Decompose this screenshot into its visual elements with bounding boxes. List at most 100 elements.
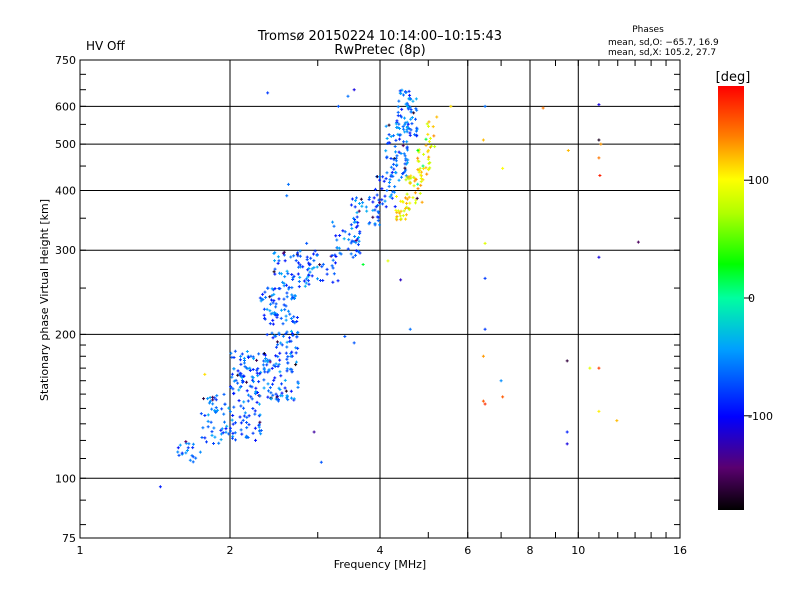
data-point	[233, 431, 237, 435]
data-point	[230, 375, 234, 379]
data-point	[393, 170, 397, 174]
data-point	[296, 385, 300, 389]
data-point	[276, 343, 280, 347]
data-point	[392, 167, 396, 171]
data-point	[271, 336, 275, 340]
data-point	[358, 231, 362, 235]
data-point	[210, 407, 214, 411]
data-point	[419, 180, 423, 184]
data-point	[384, 177, 388, 181]
data-point	[350, 197, 354, 201]
data-point	[381, 202, 385, 206]
data-point	[307, 282, 311, 286]
data-point	[353, 234, 357, 238]
data-point	[291, 333, 295, 337]
data-point	[385, 188, 389, 192]
data-point	[292, 315, 296, 319]
data-point	[177, 453, 181, 457]
data-point	[277, 362, 281, 366]
data-point	[392, 162, 396, 166]
data-point	[403, 154, 407, 158]
data-point	[597, 156, 601, 160]
data-point	[385, 156, 389, 160]
data-point	[419, 183, 423, 187]
data-point	[240, 432, 244, 436]
data-point	[233, 349, 237, 353]
x-tick-label: 2	[227, 544, 234, 557]
data-point	[257, 352, 261, 356]
data-point	[272, 292, 276, 296]
data-point	[360, 204, 364, 208]
data-point	[276, 255, 280, 259]
data-point	[289, 329, 293, 333]
data-point	[396, 110, 400, 114]
data-point	[390, 170, 394, 174]
data-point	[406, 122, 410, 126]
data-point	[290, 272, 294, 276]
data-point	[410, 122, 414, 126]
data-point	[414, 198, 418, 202]
data-point	[203, 372, 207, 376]
phases-x-stats: mean, sd,X: 105.2, 27.7	[608, 48, 716, 58]
data-point	[303, 284, 307, 288]
data-point	[396, 114, 400, 118]
data-point	[185, 449, 189, 453]
data-point	[258, 413, 262, 417]
data-point	[207, 401, 211, 405]
data-point	[302, 279, 306, 283]
data-point	[295, 316, 299, 320]
data-point	[411, 196, 415, 200]
data-point	[200, 435, 204, 439]
data-point	[219, 438, 223, 442]
data-point	[269, 391, 273, 395]
data-point	[270, 287, 274, 291]
data-point	[274, 345, 278, 349]
data-point	[387, 123, 391, 127]
data-point	[272, 299, 276, 303]
data-point	[206, 419, 210, 423]
data-point	[257, 402, 261, 406]
data-point	[413, 191, 417, 195]
data-point	[307, 263, 311, 267]
data-point	[267, 369, 271, 373]
data-point	[361, 263, 365, 267]
data-point	[394, 138, 398, 142]
data-point	[211, 402, 215, 406]
data-point	[501, 395, 505, 399]
data-point	[378, 178, 382, 182]
data-point	[365, 209, 369, 213]
data-point	[371, 208, 375, 212]
data-point	[239, 354, 243, 358]
data-point	[397, 150, 401, 154]
data-point	[315, 254, 319, 258]
grid-lines	[80, 60, 680, 538]
data-point	[240, 352, 244, 356]
data-point	[393, 185, 397, 189]
data-point	[373, 187, 377, 191]
data-point	[428, 166, 432, 170]
data-point	[273, 267, 277, 271]
data-point	[449, 104, 453, 108]
data-point	[307, 261, 311, 265]
data-point	[399, 209, 403, 213]
data-point	[565, 359, 569, 363]
data-point	[215, 394, 219, 398]
data-point	[262, 313, 266, 317]
data-point	[281, 251, 285, 255]
data-point	[268, 322, 272, 326]
data-point	[414, 129, 418, 133]
data-point	[158, 485, 162, 489]
data-point	[273, 287, 277, 291]
data-point	[416, 182, 420, 186]
data-point	[225, 424, 229, 428]
hv-status: HV Off	[86, 39, 125, 53]
data-point	[597, 255, 601, 259]
data-point	[401, 125, 405, 129]
data-point	[277, 259, 281, 263]
x-tick-label: 6	[464, 544, 471, 557]
data-point	[354, 196, 358, 200]
data-point	[266, 382, 270, 386]
data-point	[394, 159, 398, 163]
data-point	[378, 223, 382, 227]
data-point	[389, 157, 393, 161]
